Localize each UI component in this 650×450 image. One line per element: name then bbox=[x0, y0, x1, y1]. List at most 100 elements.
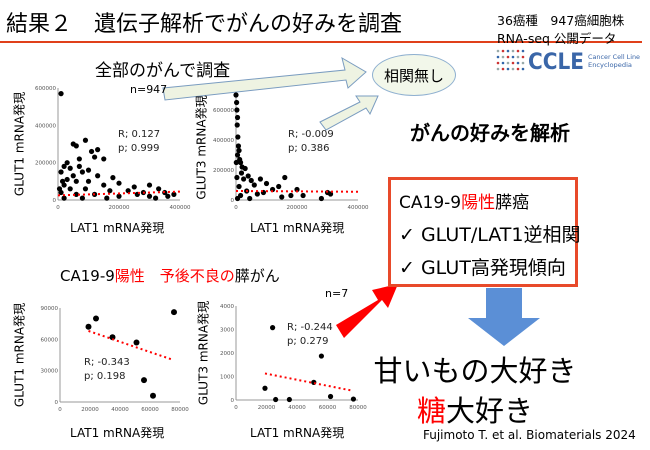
data-point bbox=[237, 159, 244, 166]
y-tick-label: 0 bbox=[53, 198, 57, 204]
data-point bbox=[85, 323, 92, 330]
data-point bbox=[79, 169, 85, 175]
data-point bbox=[318, 353, 324, 359]
conclusion-line-1: 甘いもの大好き bbox=[373, 354, 577, 388]
data-point bbox=[58, 91, 64, 97]
findings-box: CA19-9陽性膵癌 ✓ GLUT/LAT1逆相関 ✓ GLUT高発現傾向 bbox=[388, 177, 580, 287]
y-tick-label: 0 bbox=[55, 400, 59, 406]
data-point bbox=[282, 174, 288, 181]
x-tick-label: 0 bbox=[234, 405, 238, 411]
data-point bbox=[146, 193, 153, 199]
y-tick-label: 2000 bbox=[220, 351, 234, 357]
x-tick-label: 400000 bbox=[348, 205, 369, 211]
data-point bbox=[95, 173, 101, 179]
data-point bbox=[73, 143, 79, 149]
data-point bbox=[165, 193, 171, 199]
title-divider bbox=[0, 41, 642, 43]
data-point bbox=[350, 396, 357, 402]
data-point bbox=[300, 192, 306, 199]
data-point bbox=[79, 195, 85, 201]
data-point bbox=[88, 148, 95, 155]
data-point bbox=[116, 180, 122, 186]
y-axis-label: GLUT1 mRNA発現 bbox=[13, 303, 27, 407]
data-point bbox=[234, 114, 241, 121]
data-point bbox=[238, 170, 245, 176]
data-point bbox=[82, 186, 89, 192]
data-point bbox=[286, 396, 292, 403]
data-point bbox=[235, 143, 242, 149]
x-tick-label: 400000 bbox=[170, 205, 191, 211]
trend-line bbox=[264, 372, 353, 392]
data-point bbox=[93, 315, 99, 322]
data-point bbox=[156, 186, 162, 192]
data-point bbox=[107, 188, 113, 194]
data-point bbox=[294, 186, 300, 193]
data-point bbox=[234, 107, 240, 113]
data-point bbox=[146, 182, 153, 188]
logo-subtitle-1: Cancer Cell Line bbox=[588, 53, 640, 61]
y-axis-label: GLUT3 mRNA発現 bbox=[195, 95, 209, 199]
data-point bbox=[233, 92, 239, 98]
data-point bbox=[247, 195, 253, 202]
data-point bbox=[273, 396, 279, 403]
data-point bbox=[234, 99, 240, 106]
x-axis-label: LAT1 mRNA発現 bbox=[70, 426, 164, 440]
arrow-to-no-correlation-1 bbox=[162, 56, 367, 101]
scatter-chart-2: 0 200000 400000 600000 0 200000 400000 GLUT3 mR… bbox=[195, 92, 369, 235]
x-tick-label: 0 bbox=[234, 205, 238, 211]
data-point bbox=[171, 191, 177, 197]
data-point bbox=[104, 195, 110, 201]
trend-line bbox=[235, 190, 359, 193]
x-tick-label: 0 bbox=[56, 205, 60, 211]
data-point bbox=[58, 169, 64, 175]
dataset-info-1: 36癌種 947癌細胞株 bbox=[497, 13, 625, 28]
data-point bbox=[76, 156, 82, 162]
y-tick-label: 3000 bbox=[220, 328, 234, 334]
y-axis-label: GLUT1 mRNA発現 bbox=[13, 92, 27, 196]
data-point bbox=[236, 147, 242, 154]
data-point bbox=[279, 194, 285, 200]
data-point bbox=[262, 385, 268, 391]
y-tick-label: 600000 bbox=[213, 108, 234, 114]
data-point bbox=[233, 159, 239, 166]
p-value: p; 0.999 bbox=[118, 143, 160, 154]
logo-wordmark: CCLE bbox=[528, 50, 584, 75]
data-point bbox=[70, 173, 76, 179]
p-value: p; 0.386 bbox=[288, 143, 330, 154]
data-point bbox=[245, 173, 251, 179]
y-axis-label: GLUT3 mRNA発現 bbox=[197, 301, 211, 405]
conclusion-line-2: 糖大好き bbox=[416, 394, 534, 428]
data-point bbox=[131, 184, 137, 190]
data-point bbox=[150, 392, 156, 399]
data-point bbox=[288, 192, 294, 199]
r-value: R; 0.127 bbox=[118, 129, 160, 140]
ccle-logo: CCLE Cancer Cell Line Encyclopedia bbox=[496, 49, 640, 75]
data-point bbox=[95, 147, 101, 153]
y-tick-label: 200000 bbox=[35, 161, 56, 167]
r-value: R; -0.343 bbox=[84, 357, 130, 368]
p-value: p; 0.198 bbox=[84, 371, 126, 382]
data-point bbox=[276, 183, 282, 190]
data-point bbox=[67, 165, 73, 171]
data-point bbox=[56, 186, 63, 192]
data-point bbox=[242, 165, 248, 172]
data-point bbox=[116, 193, 122, 199]
y-tick-label: 30000 bbox=[41, 369, 59, 375]
data-point bbox=[236, 183, 242, 190]
red-arrow-icon bbox=[336, 284, 398, 338]
x-tick-label: 200000 bbox=[109, 205, 130, 211]
x-tick-label: 80000 bbox=[171, 407, 189, 413]
x-tick-label: 200000 bbox=[287, 205, 308, 211]
data-point bbox=[234, 152, 241, 158]
x-tick-label: 60000 bbox=[319, 405, 337, 411]
data-point bbox=[254, 191, 260, 197]
data-point bbox=[67, 186, 73, 192]
data-point bbox=[237, 192, 244, 199]
x-tick-label: 40000 bbox=[111, 407, 129, 413]
x-tick-label: 20000 bbox=[81, 407, 99, 413]
data-point bbox=[318, 195, 324, 202]
y-tick-label: 60000 bbox=[41, 337, 59, 343]
